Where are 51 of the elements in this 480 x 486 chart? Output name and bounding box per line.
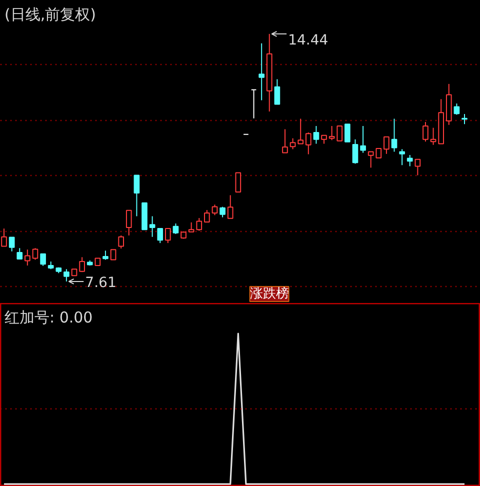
candlestick (32, 248, 38, 260)
annotation: 14.44 (288, 32, 328, 48)
candlestick (24, 249, 30, 266)
candlestick (164, 228, 171, 244)
candlestick (149, 216, 156, 238)
candlestick (1, 228, 7, 247)
candlestick (16, 248, 23, 260)
candlestick (290, 138, 296, 150)
candlestick (40, 253, 46, 266)
candlestick (454, 103, 460, 116)
candlestick (399, 148, 405, 166)
candlestick (79, 256, 85, 273)
candlestick (227, 194, 234, 219)
candlestick (118, 234, 124, 249)
candlestick (172, 222, 179, 234)
candlestick (391, 118, 398, 152)
candlestick (384, 136, 390, 154)
candlestick (196, 218, 202, 232)
candlestick (352, 138, 358, 164)
candlestick (282, 128, 288, 154)
candlestick (422, 121, 428, 142)
candlestick (188, 222, 194, 232)
candlestick (313, 125, 320, 144)
candlestick (430, 127, 436, 146)
annotation: 7.61 (85, 274, 116, 291)
candlestick (414, 158, 421, 176)
candlestick (126, 210, 132, 236)
candlestick (344, 124, 350, 142)
candlestick (134, 174, 140, 217)
candlestick (250, 89, 257, 119)
candlestick (102, 250, 108, 260)
candlestick (336, 125, 343, 142)
chart-title: 红加号: 0.00 (4, 308, 93, 326)
candlestick (212, 204, 218, 216)
candlestick (298, 118, 304, 144)
candlestick (258, 42, 264, 101)
candlestick (204, 210, 210, 223)
candlestick (462, 114, 468, 125)
candlestick (235, 172, 242, 192)
candlestick (328, 125, 335, 141)
candlestick (220, 206, 226, 218)
candlestick (360, 125, 366, 154)
candlestick (110, 249, 116, 260)
candlestick (305, 132, 312, 155)
candlestick (157, 228, 164, 244)
candlestick (64, 268, 70, 282)
text: 涨跌榜 (250, 286, 289, 302)
candlestick (406, 154, 413, 167)
candlestick (274, 78, 280, 105)
chart-title: (日线,前复权) (4, 6, 96, 24)
candlestick (8, 236, 15, 252)
